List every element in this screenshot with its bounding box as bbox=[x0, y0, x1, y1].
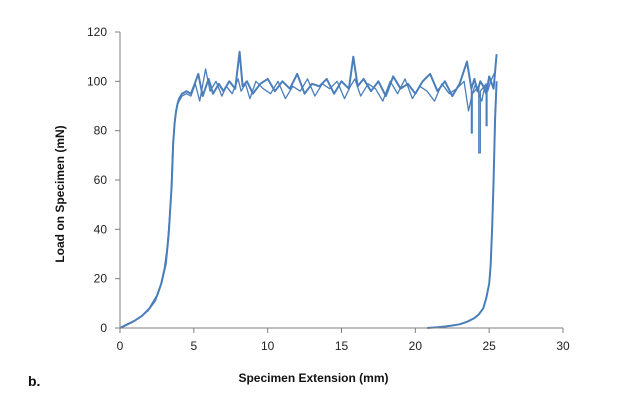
x-tick-label: 5 bbox=[190, 339, 197, 353]
x-tick-label: 10 bbox=[261, 339, 275, 353]
y-tick-label: 60 bbox=[94, 173, 108, 187]
x-tick-label: 25 bbox=[482, 339, 496, 353]
y-axis-title: Load on Specimen (mN) bbox=[53, 125, 67, 262]
series-line-3 bbox=[119, 68, 496, 329]
y-tick-label: 20 bbox=[94, 272, 108, 286]
plot-area: 0 5 10 15 20 25 30 0 20 40 60 80 100 120 bbox=[87, 25, 570, 353]
x-axis-ticks: 0 5 10 15 20 25 30 bbox=[117, 328, 570, 353]
y-tick-label: 80 bbox=[94, 124, 108, 138]
panel-label: b. bbox=[28, 373, 41, 389]
series-line-4 bbox=[470, 83, 488, 154]
series-layer bbox=[119, 50, 498, 329]
y-tick-label: 120 bbox=[87, 25, 107, 39]
y-axis-ticks: 0 20 40 60 80 100 120 bbox=[87, 25, 120, 335]
x-tick-label: 0 bbox=[117, 339, 124, 353]
series-line-2 bbox=[427, 81, 498, 329]
x-tick-label: 15 bbox=[335, 339, 349, 353]
y-tick-label: 40 bbox=[94, 222, 108, 236]
y-tick-label: 0 bbox=[100, 321, 107, 335]
y-tick-label: 100 bbox=[87, 74, 107, 88]
x-tick-label: 30 bbox=[556, 339, 570, 353]
x-tick-label: 20 bbox=[409, 339, 423, 353]
x-axis-title: Specimen Extension (mm) bbox=[238, 371, 388, 385]
series-line-1 bbox=[119, 50, 498, 329]
